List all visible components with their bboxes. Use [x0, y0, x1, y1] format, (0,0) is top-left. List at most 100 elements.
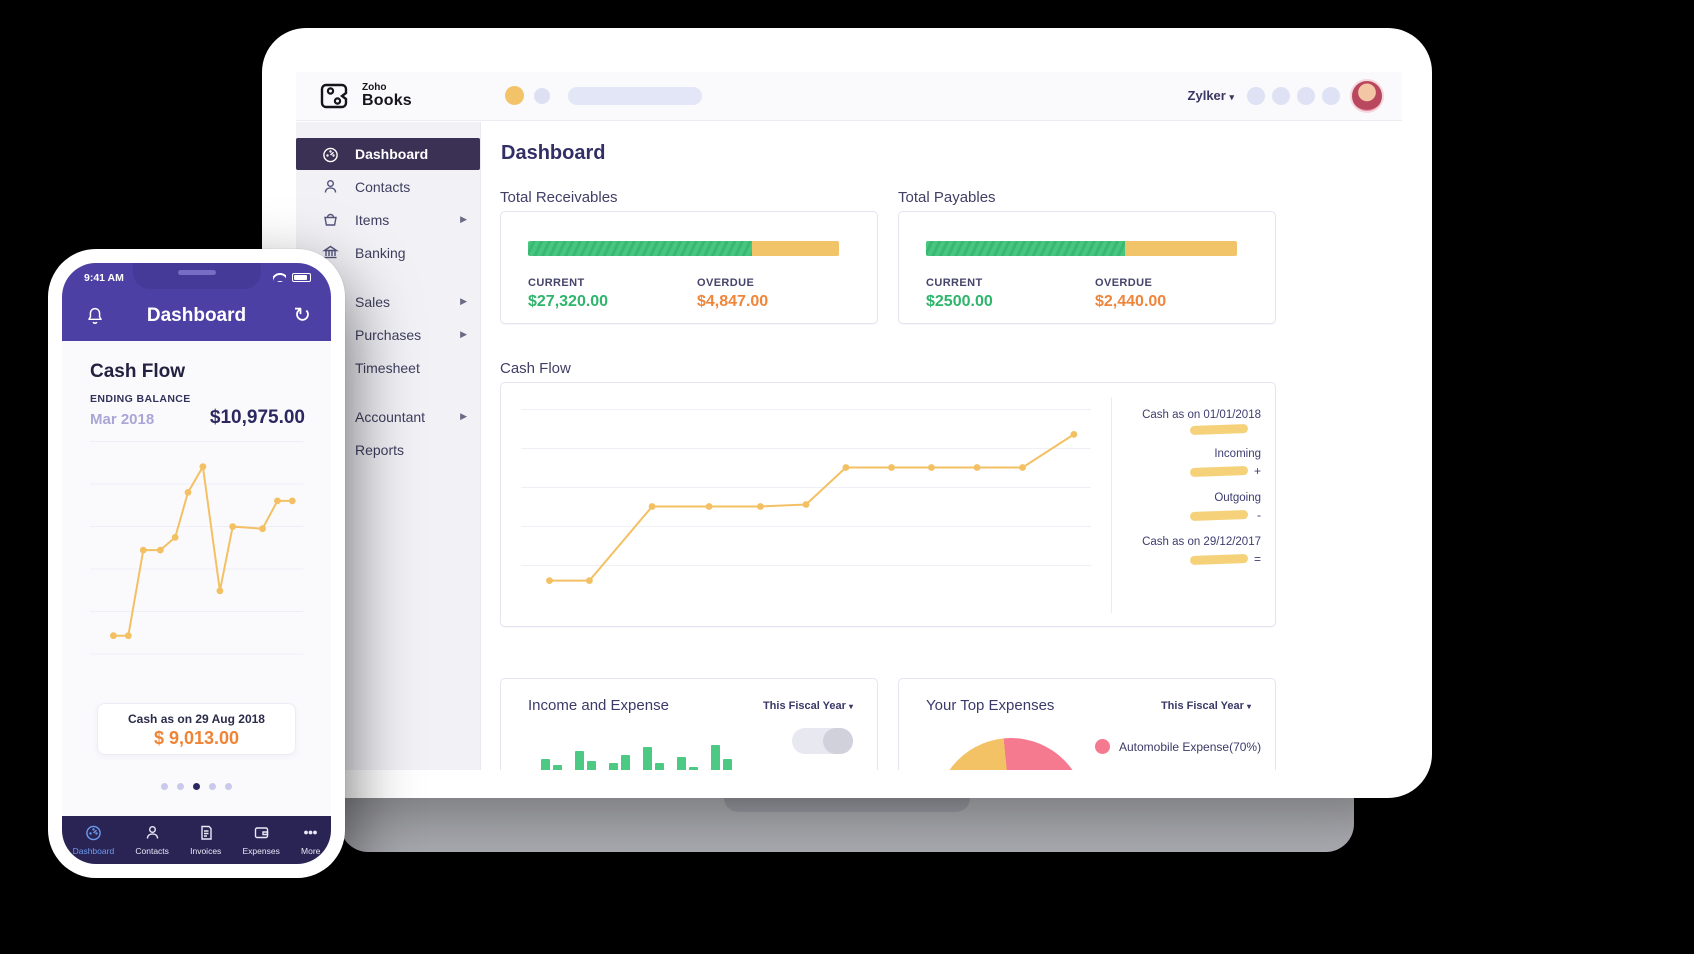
carousel-dot[interactable]: [193, 783, 200, 790]
topbar-icon-4[interactable]: [1322, 87, 1340, 105]
sidebar-item-contacts[interactable]: Contacts: [296, 170, 480, 203]
phone-cashflow-line-chart: [90, 441, 303, 655]
income-expense-bar: [723, 759, 732, 770]
cashflow-divider: [1111, 397, 1112, 613]
legend-operator: +: [1253, 464, 1261, 478]
phone-tab-expenses[interactable]: Expenses: [242, 824, 280, 856]
phone-navbar: Dashboard ↻: [62, 293, 331, 341]
phone-cashflow-title: Cash Flow: [90, 361, 186, 382]
sidebar-item-label: Sales: [355, 293, 391, 310]
phone-header: 9:41 AM Dashboard ↻: [62, 263, 331, 341]
expenses-icon: [253, 824, 270, 843]
income-expense-bar: [689, 767, 698, 770]
refresh-icon[interactable]: ↻: [293, 304, 311, 327]
top-expenses-title: Your Top Expenses: [926, 697, 1055, 714]
items-icon: [322, 211, 339, 228]
cash-as-on-card: Cash as on 29 Aug 2018 $ 9,013.00: [97, 703, 296, 755]
sidebar-item-banking[interactable]: Banking: [296, 236, 480, 269]
zoho-books-logo[interactable]: Zoho Books: [320, 81, 412, 111]
phone-notch: [132, 263, 261, 289]
laptop-hinge-notch: [724, 796, 970, 812]
zoho-books-app-window: Zoho Books Zylker ▾ Dashboard Contacts Ite…: [296, 72, 1402, 770]
receivables-overdue-bar: [751, 241, 839, 256]
chart-toggle[interactable]: [792, 728, 853, 754]
invoices-icon: [197, 824, 214, 843]
cashflow-section-title: Cash Flow: [500, 360, 571, 377]
payables-current-bar: [926, 241, 1126, 256]
carousel-dot[interactable]: [209, 783, 216, 790]
top-expenses-filter[interactable]: This Fiscal Year ▾: [1160, 700, 1251, 712]
topbar-icon-1[interactable]: [1247, 87, 1265, 105]
phone-tab-invoices[interactable]: Invoices: [190, 824, 221, 856]
receivables-split-bar: [528, 241, 839, 256]
income-expense-bar: [643, 747, 652, 770]
topbar-dot[interactable]: [534, 88, 550, 104]
income-expense-filter[interactable]: This Fiscal Year ▾: [762, 700, 853, 712]
notifications-bell-icon[interactable]: [84, 305, 106, 327]
page-title: Dashboard: [501, 142, 606, 164]
income-expense-bar-chart: [541, 739, 756, 770]
status-time: 9:41 AM: [84, 272, 124, 284]
cashflow-legend: Cash as on 01/01/2018 Incoming + Outgoing - C…: [1123, 409, 1261, 580]
chevron-down-icon: ▾: [848, 702, 853, 711]
topbar-icon-3[interactable]: [1297, 87, 1315, 105]
payables-overdue-value: $2,440.00: [1095, 293, 1167, 310]
phone-screen: 9:41 AM Dashboard ↻ Cash Flow ENDING BAL…: [62, 263, 331, 864]
top-expenses-legend: Automobile Expense(70%): [1095, 739, 1261, 754]
income-expense-bar: [609, 763, 618, 770]
more-icon: [302, 824, 319, 843]
payables-overdue-bar: [1125, 241, 1237, 256]
cashflow-legend-item: Cash as on 01/01/2018: [1123, 409, 1261, 436]
cashflow-card: Cash as on 01/01/2018 Incoming + Outgoing - C…: [500, 382, 1276, 627]
org-avatar-dot[interactable]: [505, 86, 524, 105]
phone-tab-contacts[interactable]: Contacts: [135, 824, 169, 856]
payables-overdue-label: OVERDUE: [1095, 277, 1153, 289]
phone-tab-label: Dashboard: [72, 846, 115, 856]
topbar-icon-group: [1247, 87, 1340, 105]
org-switcher[interactable]: Zylker ▾: [1187, 88, 1234, 103]
topbar-icon-2[interactable]: [1272, 87, 1290, 105]
contacts-icon: [144, 824, 161, 843]
phone-tab-dashboard[interactable]: Dashboard: [72, 824, 115, 856]
logo-zoho-text: Zoho: [362, 82, 387, 93]
cash-as-on-label: Cash as on 29 Aug 2018: [128, 712, 265, 726]
sidebar-item-label: Timesheet: [355, 359, 420, 376]
phone-cashflow-line: [110, 463, 296, 640]
phone-tab-more[interactable]: More: [301, 824, 320, 856]
payables-card: CURRENT $2500.00 OVERDUE $2,440.00: [898, 211, 1276, 324]
app-topbar: Zoho Books Zylker ▾: [296, 72, 1402, 121]
legend-label: Automobile Expense(70%): [1119, 739, 1262, 754]
payables-current-label: CURRENT: [926, 277, 983, 289]
payables-current-value: $2500.00: [926, 293, 993, 310]
sidebar-item-label: Purchases: [355, 326, 422, 343]
receivables-current-label: CURRENT: [528, 277, 585, 289]
receivables-overdue-value: $4,847.00: [697, 293, 769, 310]
legend-operator: =: [1253, 552, 1261, 566]
redacted-amount-scribble: [1189, 553, 1249, 565]
chevron-right-icon: ▶: [460, 329, 467, 339]
sidebar-item-dashboard[interactable]: Dashboard: [296, 138, 480, 170]
receivables-overdue-label: OVERDUE: [697, 277, 755, 289]
carousel-dot[interactable]: [225, 783, 232, 790]
status-icons: [273, 272, 311, 282]
receivables-current-value: $27,320.00: [528, 293, 609, 310]
search-bar-placeholder[interactable]: [568, 87, 702, 105]
sidebar-item-label: Items: [355, 211, 390, 228]
sidebar-item-label: Dashboard: [355, 146, 429, 162]
user-avatar[interactable]: [1350, 79, 1384, 113]
income-expense-bar: [587, 761, 596, 770]
sidebar-item-label: Contacts: [355, 178, 411, 195]
legend-dot: [1095, 739, 1110, 754]
carousel-dot[interactable]: [161, 783, 168, 790]
phone-tab-label: More: [301, 846, 321, 856]
income-expense-bar: [677, 757, 686, 770]
carousel-dot[interactable]: [177, 783, 184, 790]
phone-tabbar: Dashboard Contacts Invoices Expenses More: [62, 816, 331, 864]
sidebar-item-items[interactable]: Items ▶: [296, 203, 480, 236]
chevron-right-icon: ▶: [460, 296, 467, 306]
period-label: Mar 2018: [90, 411, 155, 428]
zoho-books-logo-icon: [320, 83, 348, 109]
cashflow-legend-item: Outgoing -: [1123, 492, 1261, 522]
legend-operator: -: [1257, 508, 1261, 522]
